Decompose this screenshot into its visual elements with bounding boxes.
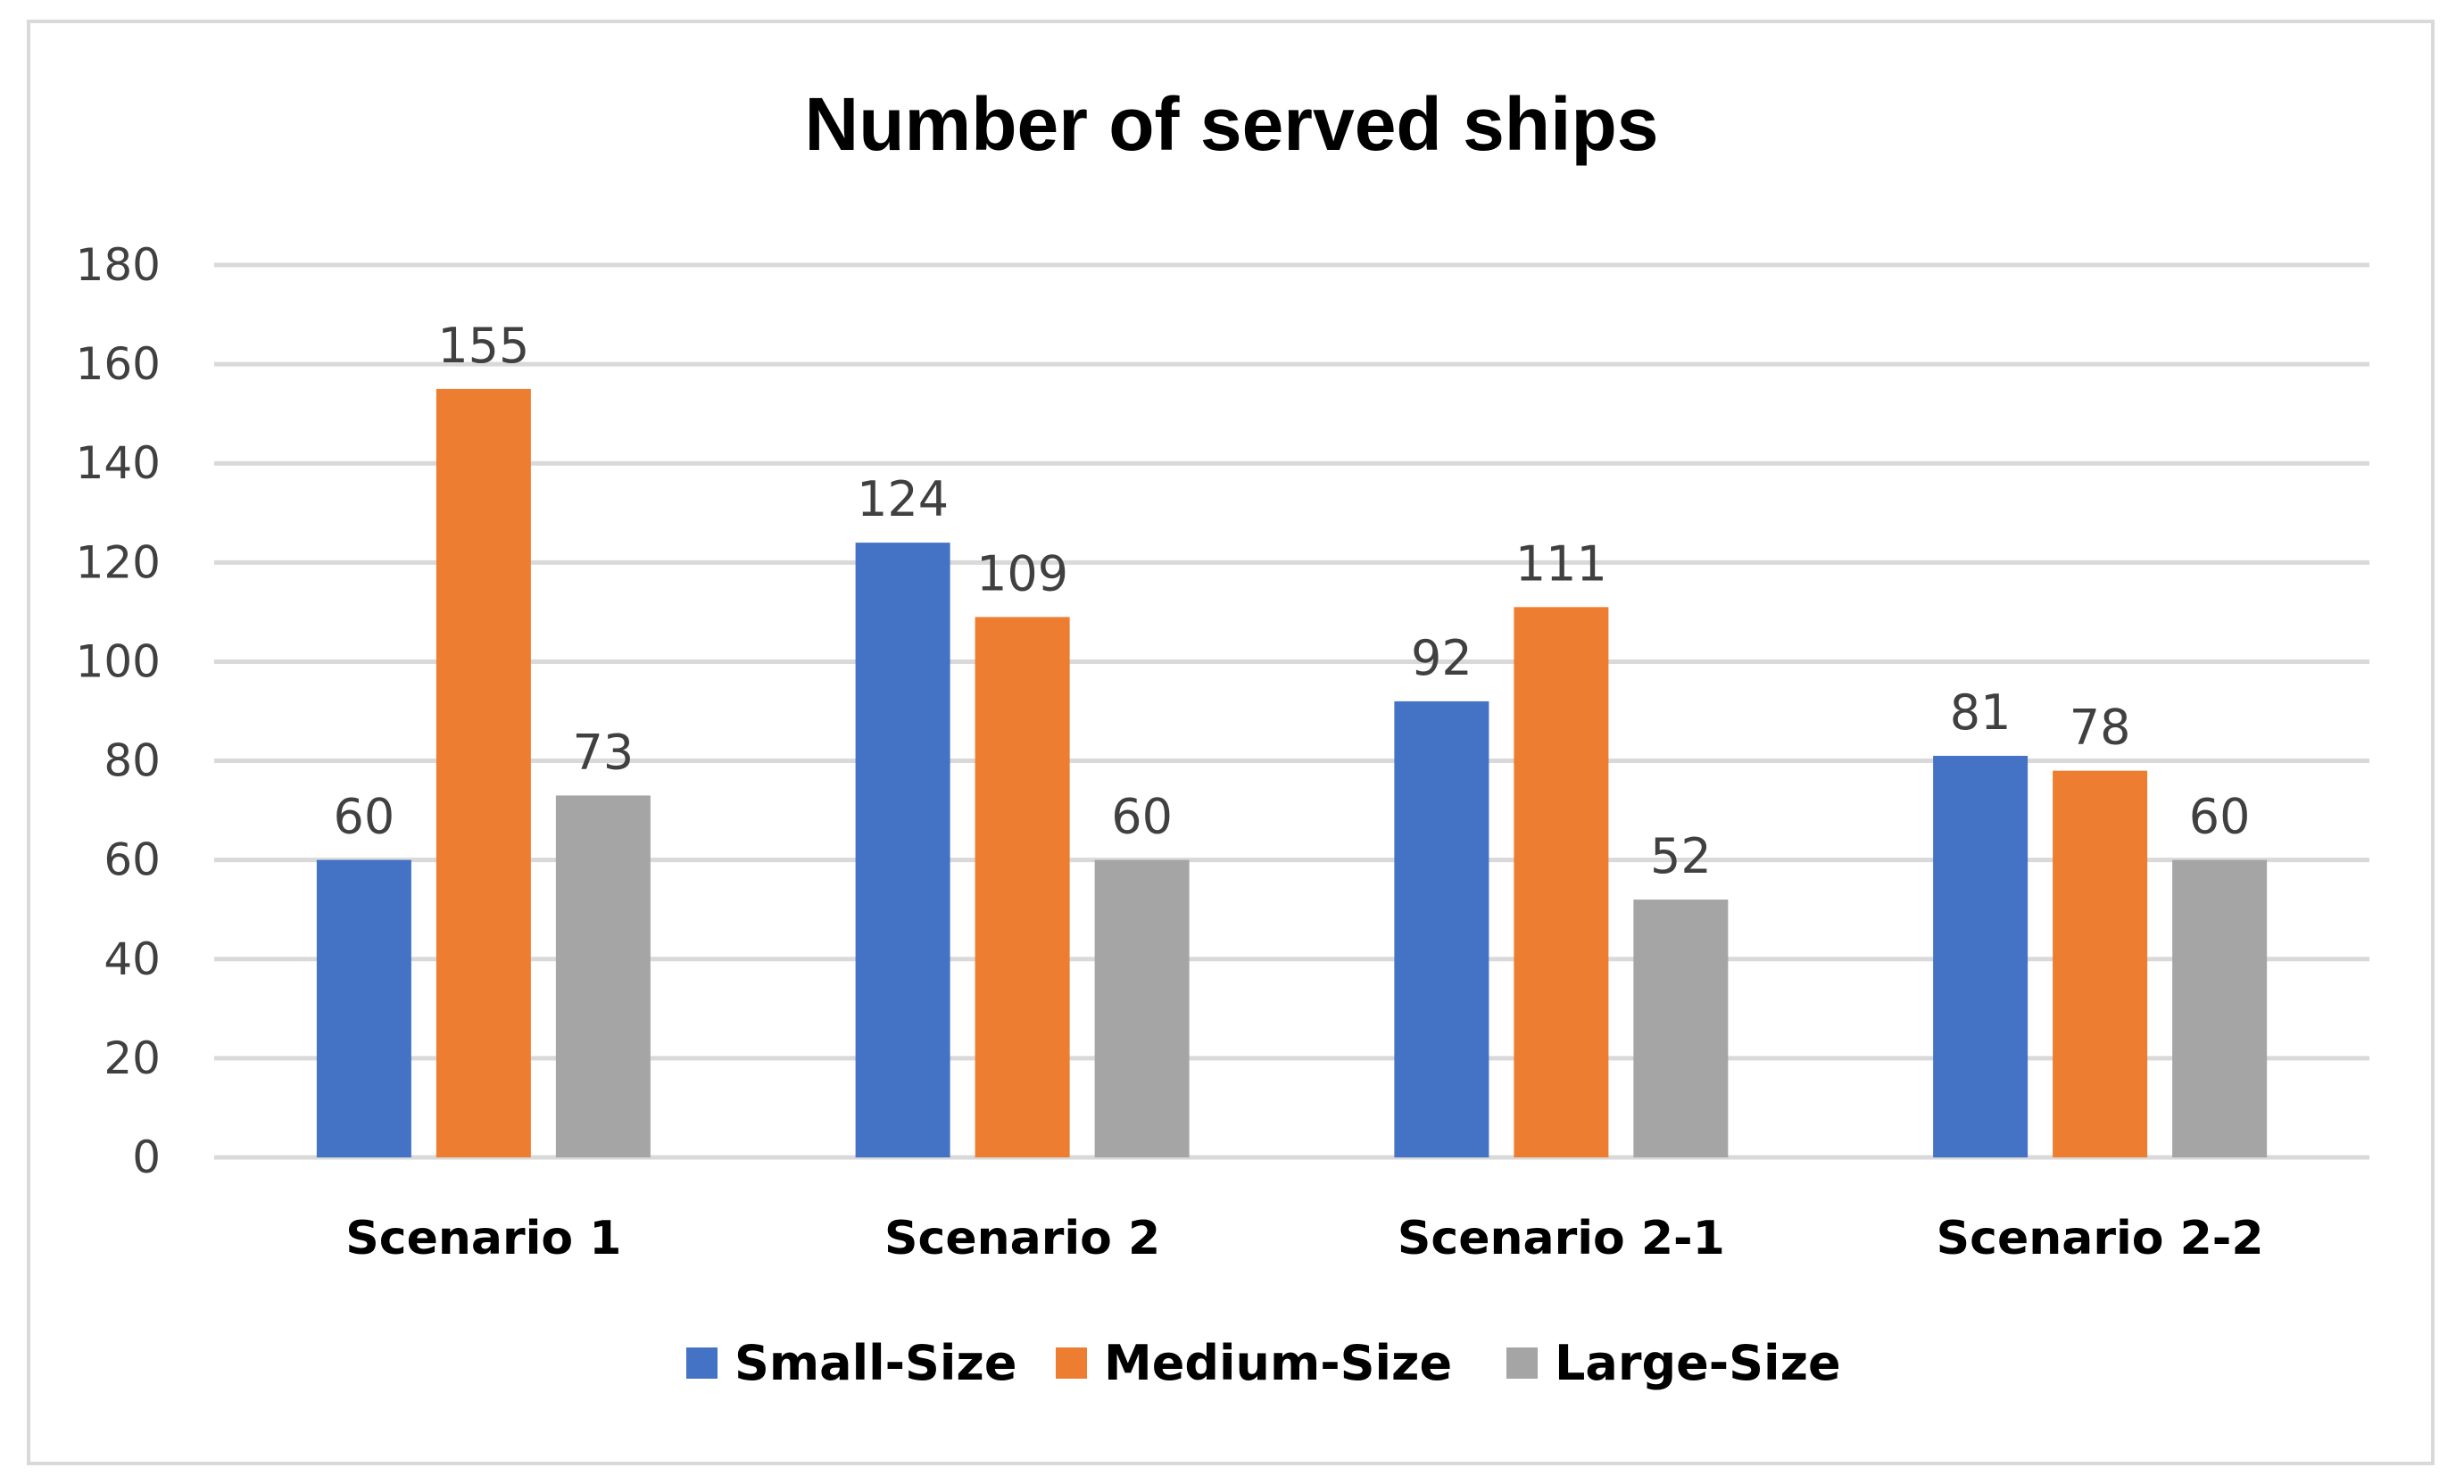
x-category-label: Scenario 2-2 [1937,1212,2264,1265]
data-label: 124 [857,471,949,527]
legend-label: Medium-Size [1104,1335,1452,1391]
legend-label: Small-Size [734,1335,1017,1391]
y-tick-label: 140 [76,437,161,489]
y-axis-ticks: 0 20 40 60 80 100 120 140 160 180 [76,239,161,1183]
bar-small-size-scenario-2-1 [1394,701,1489,1157]
data-labels: 60 155 73 124 109 60 92 111 52 81 78 60 [334,318,2251,884]
x-category-label: Scenario 2 [884,1212,1160,1265]
data-label: 111 [1515,535,1607,592]
data-label: 60 [334,789,395,845]
legend-swatch [1056,1347,1087,1379]
legend: Small-Size Medium-Size Large-Size [686,1335,1841,1391]
data-label: 155 [437,318,529,374]
y-tick-label: 20 [104,1032,161,1084]
bar-small-size-scenario-1 [316,859,411,1157]
x-category-label: Scenario 2-1 [1398,1212,1725,1265]
bar-medium-size-scenario-2 [975,617,1070,1157]
y-tick-label: 100 [76,635,161,687]
y-tick-label: 160 [76,338,161,390]
data-label: 60 [2189,789,2251,845]
legend-label: Large-Size [1555,1335,1841,1391]
y-tick-label: 180 [76,239,161,291]
chart-title: Number of served ships [805,82,1659,166]
data-label: 60 [1111,789,1173,845]
data-label: 92 [1411,630,1473,686]
chart-frame [27,20,2435,1465]
bar-large-size-scenario-2-1 [1633,900,1729,1157]
bar-large-size-scenario-1 [555,795,651,1157]
data-label: 78 [2070,700,2131,756]
bar-large-size-scenario-2 [1094,859,1190,1157]
bar-small-size-scenario-2 [855,543,950,1157]
y-tick-label: 120 [76,536,161,588]
bars [316,388,2268,1157]
data-label: 73 [573,724,635,780]
y-tick-label: 80 [104,735,161,787]
bar-medium-size-scenario-2-1 [1514,607,1609,1157]
bar-medium-size-scenario-1 [436,388,531,1157]
data-label: 52 [1650,828,1712,884]
gridlines [214,262,2369,1160]
legend-swatch [686,1347,718,1379]
data-label: 81 [1950,684,2012,741]
bar-large-size-scenario-2-2 [2172,859,2268,1157]
y-tick-label: 40 [104,933,161,985]
bar-small-size-scenario-2-2 [1933,756,2028,1157]
y-tick-label: 60 [104,834,161,886]
legend-swatch [1506,1347,1538,1379]
x-axis-categories: Scenario 1 Scenario 2 Scenario 2-1 Scenario… [345,1212,2263,1265]
bar-medium-size-scenario-2-2 [2053,770,2148,1157]
x-category-label: Scenario 1 [345,1212,621,1265]
data-label: 109 [976,545,1068,601]
y-tick-label: 0 [132,1132,161,1183]
